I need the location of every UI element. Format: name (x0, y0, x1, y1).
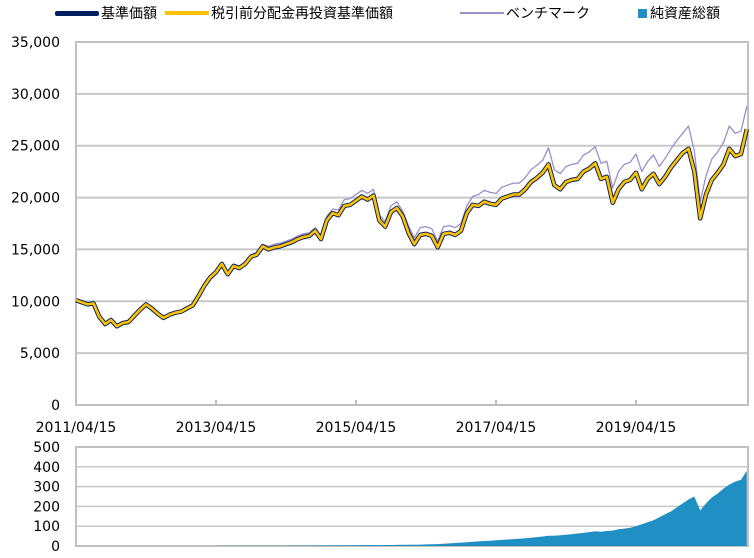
y-tick-label: 20,000 (11, 191, 60, 207)
y-tick-label: 5,000 (20, 346, 60, 362)
legend-item-reinvested: 税引前分配金再投資基準価額 (165, 3, 393, 23)
benchmark-line (75, 106, 748, 326)
legend-item-benchmark: ベンチマーク (460, 3, 590, 23)
x-tick-label: 2013/04/15 (176, 420, 257, 436)
y-tick-label: 25,000 (11, 139, 60, 155)
legend: 基準価額 税引前分配金再投資基準価額 ベンチマーク 純資産総額 (0, 3, 754, 25)
aum-area (76, 470, 747, 546)
nav-line (75, 128, 749, 329)
y-tick-label: 0 (51, 539, 60, 555)
legend-item-nav: 基準価額 (55, 3, 157, 23)
reinvested-nav-line (75, 128, 749, 328)
legend-label: 基準価額 (101, 6, 157, 22)
y-tick-label: 300 (33, 480, 60, 496)
y-tick-label: 0 (51, 398, 60, 414)
legend-item-aum: 純資産総額 (638, 3, 720, 23)
y-tick-label: 10,000 (11, 294, 60, 310)
legend-label: 純資産総額 (650, 6, 720, 22)
legend-swatch-nav (55, 10, 99, 16)
x-tick-label: 2017/04/15 (456, 420, 537, 436)
legend-swatch-reinvested (165, 11, 209, 15)
y-tick-label: 500 (33, 440, 60, 456)
y-tick-label: 35,000 (11, 35, 60, 51)
legend-label: 税引前分配金再投資基準価額 (211, 6, 393, 22)
y-tick-label: 400 (33, 460, 60, 476)
x-tick-label: 2015/04/15 (316, 420, 397, 436)
plot-border (75, 41, 749, 406)
y-tick-label: 30,000 (11, 87, 60, 103)
legend-label: ベンチマーク (506, 6, 590, 22)
y-tick-label: 15,000 (11, 242, 60, 258)
y-tick-label: 200 (33, 499, 60, 515)
x-tick-label: 2019/04/15 (596, 420, 677, 436)
legend-swatch-aum (638, 8, 647, 18)
x-tick-label: 2011/04/15 (36, 420, 117, 436)
legend-swatch-benchmark (460, 12, 504, 14)
y-tick-label: 100 (33, 519, 60, 535)
